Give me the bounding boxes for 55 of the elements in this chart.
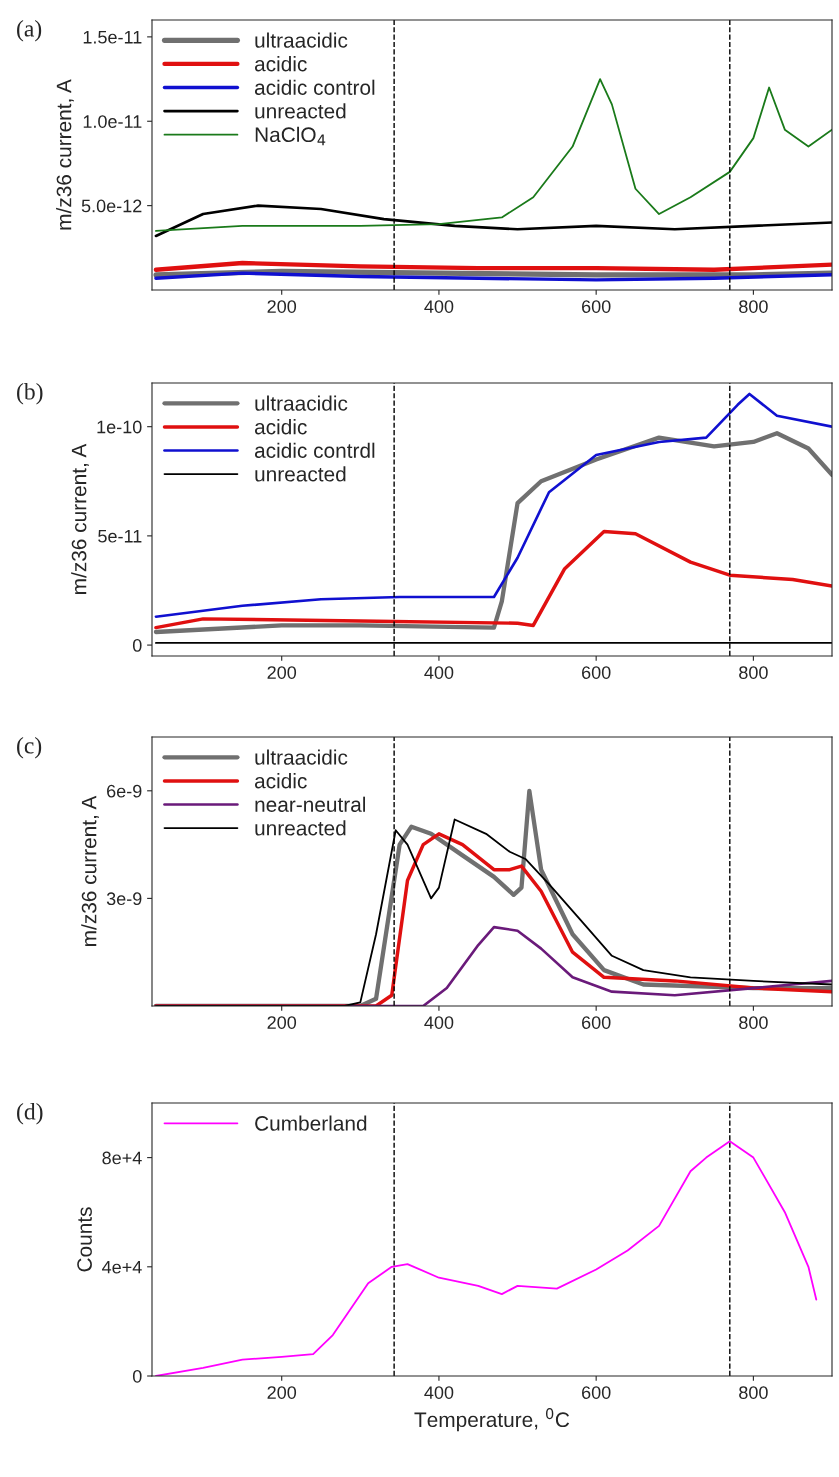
line-series [154, 529, 832, 630]
legend-label: near-neutral [255, 796, 366, 812]
x-tick-label: 400 [424, 300, 454, 313]
legend-label: Cumberland [255, 1115, 367, 1131]
legend-label: ultraacidic [255, 749, 348, 765]
legend-label: unreacted [255, 103, 346, 119]
y-tick-label: 4e+4 [102, 1260, 142, 1274]
x-tick-label: 200 [267, 666, 297, 679]
line-series [153, 260, 832, 272]
y-tick-label: 8e+4 [102, 1151, 142, 1165]
legend-label: ultraacidic [255, 395, 348, 411]
legend-label: acidic [254, 419, 307, 435]
x-tick-label: 800 [739, 300, 768, 313]
y-tick-label: 5.0e-12 [81, 199, 142, 213]
legend-label: unreacted [255, 820, 346, 836]
y-tick-label: 1.0e-11 [83, 115, 142, 128]
x-tick-label: 800 [739, 1386, 768, 1399]
x-tick-label: 400 [424, 666, 454, 679]
chart-title: (d) [17, 1103, 43, 1125]
x-tick-label: 800 [739, 1016, 768, 1029]
chart-title: (c) [17, 737, 42, 759]
y-axis-title: m/z36 current, A [81, 795, 99, 946]
legend-label: unreacted [255, 466, 346, 482]
x-tick-label: 600 [582, 666, 611, 679]
y-tick-label: 1e-10 [97, 420, 142, 434]
chart-title: (b) [17, 383, 43, 405]
legend-label: acidic contrdl [254, 442, 375, 458]
legend-label: acidic [254, 56, 307, 72]
x-tick-label: 600 [582, 300, 611, 313]
legend-label: acidic control [254, 79, 375, 95]
y-axis-title: m/z36 current, A [71, 443, 89, 594]
x-tick-label: 400 [424, 1016, 454, 1029]
y-tick-label: 5e-11 [98, 530, 142, 543]
x-tick-label: 200 [267, 1016, 297, 1029]
y-tick-label: 6e-9 [107, 784, 142, 798]
chart-title: (a) [17, 20, 42, 42]
x-tick-label: 200 [267, 1386, 297, 1399]
x-tick-label: 800 [739, 666, 768, 679]
x-tick-label: 400 [424, 1386, 454, 1399]
x-tick-label: 600 [582, 1386, 611, 1399]
y-axis-title: Counts [77, 1207, 92, 1272]
x-axis-title: Temperature, $^{0}$C [414, 1408, 570, 1432]
x-tick-label: 200 [267, 300, 297, 313]
line-series [154, 392, 832, 619]
line-series [155, 78, 832, 232]
y-axis-title: m/z36 current, A [56, 79, 74, 230]
y-tick-label: 0 [132, 639, 142, 652]
legend-label: acidic [254, 773, 307, 789]
line-series [154, 271, 832, 282]
y-tick-label: 0 [132, 1369, 142, 1383]
x-tick-label: 600 [582, 1016, 611, 1029]
legend-label: ultraacidic [255, 32, 348, 48]
y-tick-label: 3e-9 [106, 892, 142, 906]
legend-label: NaClO$_{4}$ [255, 126, 326, 146]
y-tick-label: 1.5e-11 [83, 31, 142, 44]
